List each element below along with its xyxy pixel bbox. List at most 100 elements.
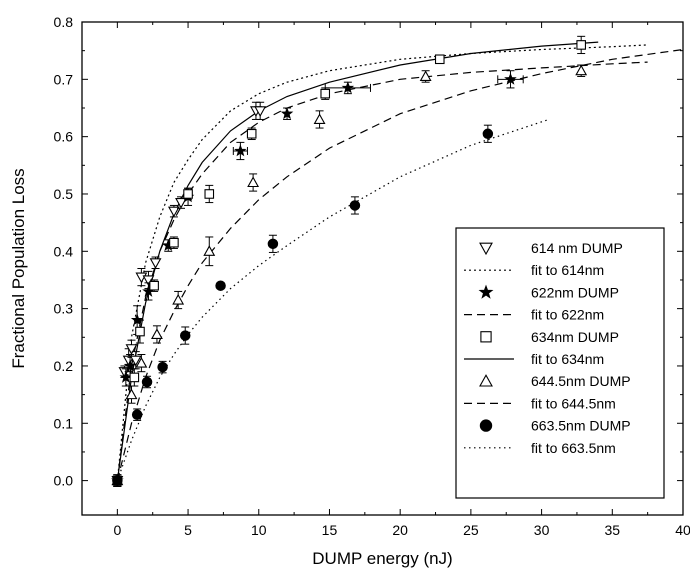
data-point: [324, 81, 371, 95]
fit-line: [116, 48, 684, 481]
triangle-up-marker: [125, 388, 138, 400]
data-point: [576, 35, 586, 55]
series-circle-filled: [112, 124, 494, 487]
data-point: [167, 204, 180, 218]
star-marker: [234, 144, 247, 157]
y-tick-label: 0.8: [54, 14, 74, 30]
y-tick-label: 0.4: [54, 243, 74, 259]
marker: [130, 313, 144, 326]
data-point: [482, 124, 494, 143]
marker: [135, 326, 145, 337]
triangle-down-marker: [175, 198, 187, 209]
circle-marker: [179, 330, 191, 341]
data-point: [232, 141, 248, 161]
marker: [125, 388, 138, 400]
triangle-down-marker: [149, 258, 162, 269]
marker: [183, 189, 193, 199]
data-point: [125, 385, 138, 404]
marker: [479, 374, 493, 387]
star-marker: [504, 72, 517, 85]
marker: [575, 64, 588, 76]
marker: [320, 88, 331, 99]
square-marker: [169, 237, 179, 248]
marker: [131, 409, 143, 420]
legend-entry: fit to 614nm: [464, 262, 604, 278]
square-marker: [576, 40, 586, 50]
triangle-down-marker: [125, 344, 138, 355]
data-point: [267, 234, 279, 253]
circle-marker: [157, 361, 168, 373]
triangle-up-marker: [419, 70, 432, 82]
marker: [280, 107, 294, 120]
marker: [169, 237, 179, 248]
marker: [172, 293, 185, 305]
data-point: [131, 408, 143, 421]
data-point: [112, 474, 123, 487]
data-point: [280, 107, 294, 120]
data-point: [135, 319, 145, 344]
data-point: [320, 87, 331, 100]
y-tick-label: 0.0: [54, 473, 74, 489]
data-point: [313, 110, 326, 129]
x-tick-label: 35: [605, 522, 621, 538]
marker: [479, 242, 493, 256]
marker: [479, 419, 493, 432]
marker: [234, 144, 247, 157]
data-point: [149, 256, 162, 269]
marker: [179, 330, 191, 341]
legend-entry: 644.5nm DUMP: [479, 373, 631, 389]
legend-entry: 622nm DUMP: [478, 284, 619, 300]
circle-marker: [215, 280, 226, 291]
y-axis-label: Fractional Population Loss: [9, 168, 28, 368]
data-point: [141, 375, 153, 389]
plot-border: [81, 21, 684, 516]
data-point: [179, 326, 191, 345]
star-marker: [123, 359, 137, 372]
square-marker: [129, 372, 140, 383]
marker: [129, 372, 140, 383]
x-axis-label: DUMP energy (nJ): [312, 549, 452, 568]
data-point: [175, 196, 187, 209]
fit-line: [116, 118, 549, 481]
marker: [149, 280, 159, 291]
circle-marker: [112, 475, 123, 486]
square-marker: [135, 326, 145, 337]
marker: [129, 355, 142, 367]
triangle-down-marker: [122, 355, 135, 367]
data-point: [215, 280, 226, 291]
marker: [341, 81, 355, 94]
marker: [123, 359, 137, 372]
triangle-down-marker: [167, 206, 180, 218]
data-point: [497, 70, 524, 89]
x-tick-label: 5: [184, 522, 192, 538]
x-tick-label: 20: [392, 522, 408, 538]
circle-marker: [479, 419, 493, 432]
marker: [576, 40, 586, 50]
legend-entry: fit to 634nm: [464, 351, 604, 367]
x-tick-label: 25: [463, 522, 479, 538]
data-point: [135, 353, 148, 373]
data-point: [157, 360, 168, 374]
x-tick-label: 30: [534, 522, 550, 538]
legend-label: fit to 622nm: [531, 307, 604, 323]
square-marker: [246, 128, 257, 139]
circle-marker: [267, 238, 279, 250]
marker: [419, 70, 432, 82]
marker: [434, 54, 445, 65]
circle-marker: [141, 376, 153, 388]
marker: [254, 106, 267, 117]
triangle-up-marker: [135, 356, 148, 368]
marker: [151, 328, 163, 339]
marker: [112, 475, 123, 486]
legend: 614 nm DUMP fit to 614nm 622nm DUMP fit to …: [455, 227, 665, 499]
legend-entry: 614 nm DUMP: [479, 240, 623, 256]
legend-box: [455, 227, 665, 499]
y-tick-label: 0.7: [54, 71, 74, 87]
marker: [135, 356, 148, 368]
square-marker: [320, 88, 331, 99]
circle-marker: [131, 409, 143, 420]
marker: [247, 176, 260, 188]
triangle-up-marker: [172, 293, 185, 305]
triangle-up-marker: [479, 374, 493, 387]
